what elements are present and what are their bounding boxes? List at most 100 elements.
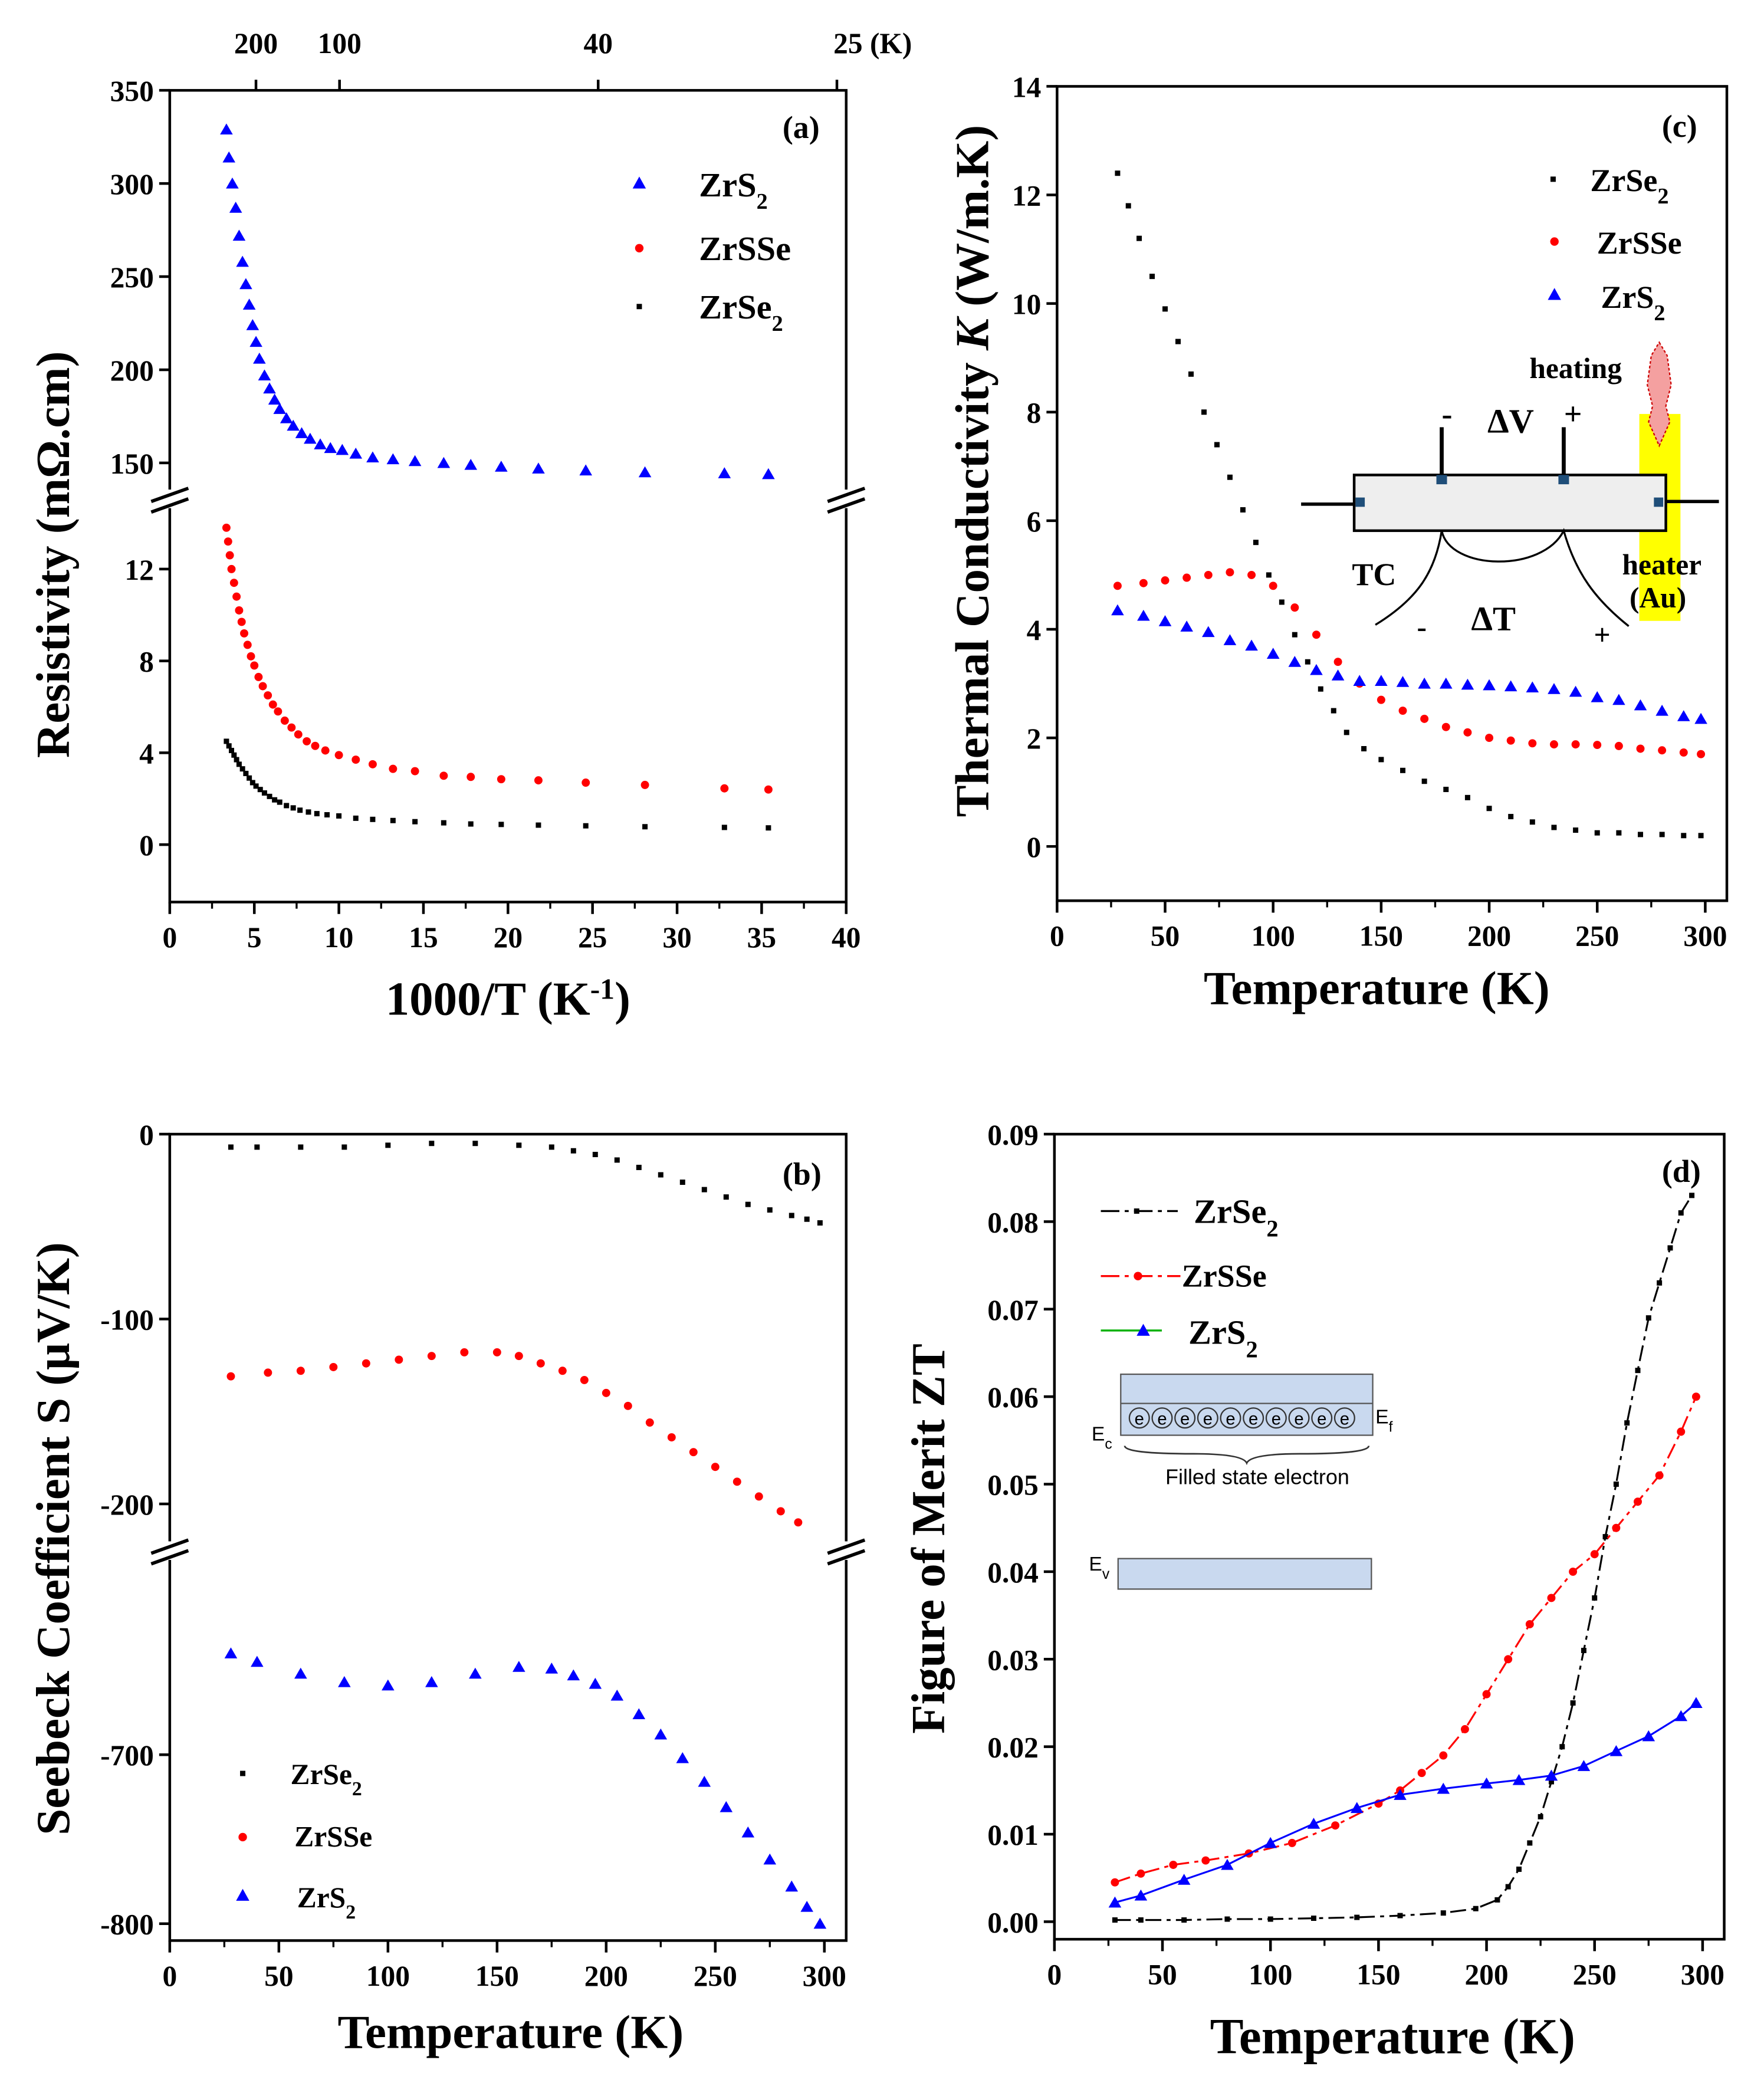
x-tick-label: 0 — [162, 1960, 177, 1992]
data-point-zrse2 — [324, 812, 330, 818]
panel-label-d: (d) — [1662, 1154, 1701, 1189]
x-tick-label: 10 — [324, 921, 353, 954]
data-point-zrse2 — [1292, 632, 1297, 638]
data-point-zrs2 — [1690, 1697, 1703, 1709]
x-tick-label: 100 — [1249, 1959, 1292, 1991]
data-point-zrs2 — [698, 1775, 711, 1787]
data-point-zrse2 — [1681, 833, 1687, 839]
data-point-zrs2 — [222, 151, 236, 163]
data-point-zrs2 — [1694, 712, 1707, 724]
electron-icon — [1333, 1407, 1355, 1429]
axes-d: 0 50 100 150 200 250 300 0.00 0.01 0.02 0.03 0.04 0.… — [987, 1119, 1724, 1991]
x-tick-label: 150 — [475, 1960, 519, 1992]
y-tick-label: 350 — [110, 75, 154, 107]
dt-minus-label: - — [1417, 611, 1427, 643]
data-point-zrse2 — [1581, 1647, 1586, 1653]
y-tick-label: 4 — [139, 737, 154, 770]
x-tick-label: 0 — [1047, 1959, 1062, 1991]
data-point-zrs2 — [294, 1667, 307, 1679]
y-tick-label: 12 — [1012, 180, 1041, 212]
data-point-zrs2 — [1569, 685, 1582, 697]
data-point-zrse2 — [341, 1144, 347, 1150]
data-point-zrsse — [1634, 1497, 1642, 1506]
data-point-zrs2 — [246, 319, 259, 330]
legend-marker-zrse2 — [240, 1770, 246, 1776]
data-point-zrs2 — [579, 464, 593, 476]
electron-label: e — [1340, 1410, 1349, 1429]
data-point-zrsse — [645, 1418, 654, 1427]
data-point-zrs2 — [1223, 634, 1237, 645]
data-point-zrse2 — [1397, 1913, 1403, 1919]
data-point-zrse2 — [1361, 745, 1367, 751]
data-point-zrsse — [1547, 1594, 1556, 1602]
data-point-zrse2 — [767, 1207, 773, 1213]
data-point-zrse2 — [1181, 1917, 1187, 1923]
data-point-zrs2 — [1512, 1773, 1526, 1785]
y-tick-label: 0 — [139, 829, 154, 862]
legend-marker-zrs2 — [632, 176, 646, 189]
data-point-zrse2 — [1162, 306, 1168, 312]
data-point-zrs2 — [386, 453, 400, 465]
data-point-zrsse — [362, 1359, 370, 1368]
x-tick-label: 250 — [1575, 920, 1619, 952]
data-point-zrse2 — [592, 1152, 598, 1158]
data-point-zrsse — [1590, 1550, 1599, 1559]
electron-icon — [1311, 1407, 1333, 1429]
y-axis-label-b: Seebeck Coefficient S (μV/K) — [27, 1242, 80, 1835]
data-point-zrse2 — [1188, 371, 1194, 377]
x-tick-label: 40 — [832, 921, 860, 954]
data-point-zrs2 — [676, 1752, 689, 1763]
data-point-zrse2 — [1559, 1744, 1565, 1750]
data-point-zrs2 — [589, 1677, 602, 1689]
data-point-zrsse — [720, 784, 729, 793]
data-point-zrs2 — [1266, 648, 1280, 659]
data-point-zrsse — [268, 700, 277, 709]
axis-break — [150, 487, 189, 503]
heating-label: heating — [1529, 352, 1622, 385]
data-point-zrsse — [640, 780, 649, 789]
data-point-zrs2 — [280, 412, 293, 423]
electron-label: e — [1203, 1410, 1213, 1429]
top-tick-label-100: 100 — [318, 27, 362, 60]
data-point-zrs2 — [408, 455, 422, 467]
data-point-zrs2 — [1504, 680, 1517, 692]
electron-icon — [1288, 1407, 1310, 1429]
data-point-zrsse — [243, 640, 252, 649]
x-tick-label: 300 — [1681, 1959, 1724, 1991]
data-point-zrsse — [1463, 728, 1472, 737]
y-tick-label: -800 — [100, 1909, 154, 1941]
plot-frame-a — [168, 88, 848, 904]
data-point-zrsse — [1136, 1869, 1145, 1878]
data-point-zrsse — [1679, 748, 1688, 757]
legend-marker-zrs2 — [1136, 1323, 1150, 1336]
data-point-zrse2 — [1266, 572, 1272, 578]
data-point-zrsse — [296, 1367, 305, 1375]
data-point-zrs2 — [785, 1880, 799, 1892]
data-point-zrsse — [222, 523, 231, 532]
heater-label: heater — [1622, 548, 1702, 581]
data-point-zrsse — [1549, 740, 1558, 749]
x-tick-label: 200 — [584, 1960, 628, 1992]
data-point-zrsse — [232, 592, 241, 601]
data-point-zrse2 — [247, 775, 252, 781]
data-point-zrs2 — [1137, 609, 1150, 621]
data-point-zrse2 — [1214, 442, 1220, 448]
data-point-zrse2 — [658, 1172, 663, 1178]
data-point-zrse2 — [370, 816, 376, 822]
data-point-zrsse — [1525, 1620, 1534, 1628]
panel-label-b: (b) — [783, 1157, 822, 1192]
data-point-zrse2 — [570, 1148, 576, 1154]
data-point-zrs2 — [720, 1801, 733, 1812]
electron-icon — [1197, 1407, 1218, 1429]
data-point-zrsse — [667, 1433, 676, 1442]
y-axis-label-a: Resistivity (mΩ.cm) — [27, 351, 80, 758]
data-point-zrs2 — [253, 352, 266, 364]
data-point-zrsse — [536, 1359, 545, 1368]
data-point-zrsse — [352, 755, 360, 764]
data-point-zrsse — [264, 1368, 272, 1377]
data-point-zrse2 — [267, 793, 272, 799]
data-point-zrse2 — [272, 797, 278, 803]
data-point-zrse2 — [1354, 1914, 1360, 1920]
data-point-zrse2 — [297, 807, 303, 813]
data-point-zrse2 — [1138, 1917, 1144, 1923]
